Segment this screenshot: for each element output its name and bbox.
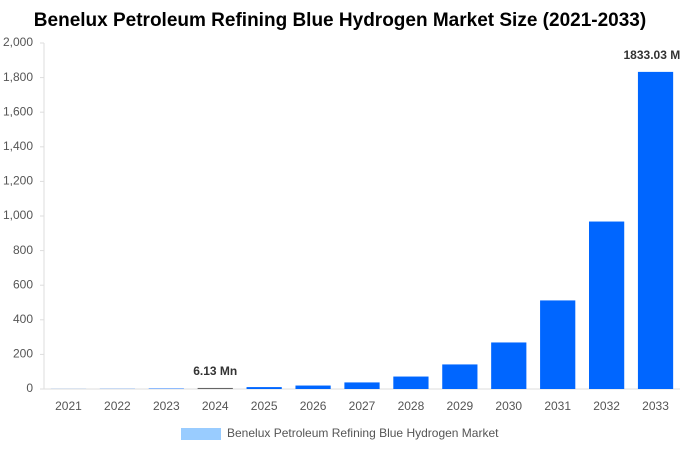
- y-tick-label: 600: [13, 277, 33, 291]
- chart-title: Benelux Petroleum Refining Blue Hydrogen…: [34, 10, 646, 31]
- bar: [246, 387, 282, 389]
- y-tick-label: 1,400: [3, 139, 33, 153]
- x-tick-label: 2029: [446, 399, 473, 413]
- bar: [589, 221, 625, 389]
- y-tick-label: 1,600: [3, 104, 33, 118]
- y-tick-label: 200: [13, 347, 33, 361]
- bar: [295, 385, 331, 389]
- bar: [393, 376, 429, 389]
- bar: [344, 382, 380, 389]
- y-tick-label: 0: [26, 381, 33, 395]
- bar: [197, 387, 233, 389]
- legend-label: Benelux Petroleum Refining Blue Hydrogen…: [227, 426, 499, 440]
- y-tick-label: 2,000: [3, 35, 33, 49]
- y-tick-label: 1,200: [3, 174, 33, 188]
- x-tick-label: 2028: [398, 399, 425, 413]
- y-tick-label: 1,000: [3, 208, 33, 222]
- x-tick-label: 2021: [55, 399, 82, 413]
- x-tick-label: 2032: [593, 399, 620, 413]
- y-tick-label: 400: [13, 312, 33, 326]
- value-label: 1833.03 Mn: [624, 48, 680, 62]
- x-tick-label: 2024: [202, 399, 229, 413]
- x-tick-label: 2023: [153, 399, 180, 413]
- legend-swatch: [181, 428, 221, 440]
- bar: [442, 364, 478, 389]
- x-tick-label: 2027: [349, 399, 376, 413]
- x-tick-label: 2022: [104, 399, 131, 413]
- x-tick-label: 2026: [300, 399, 327, 413]
- x-tick-label: 2025: [251, 399, 278, 413]
- bar: [540, 300, 576, 389]
- bar: [491, 342, 527, 389]
- x-tick-label: 2030: [495, 399, 522, 413]
- x-tick-label: 2031: [544, 399, 571, 413]
- bar: [637, 71, 674, 390]
- y-tick-label: 800: [13, 243, 33, 257]
- value-label: 6.13 Mn: [193, 364, 237, 378]
- x-tick-label: 2033: [642, 399, 669, 413]
- y-tick-label: 1,800: [3, 70, 33, 84]
